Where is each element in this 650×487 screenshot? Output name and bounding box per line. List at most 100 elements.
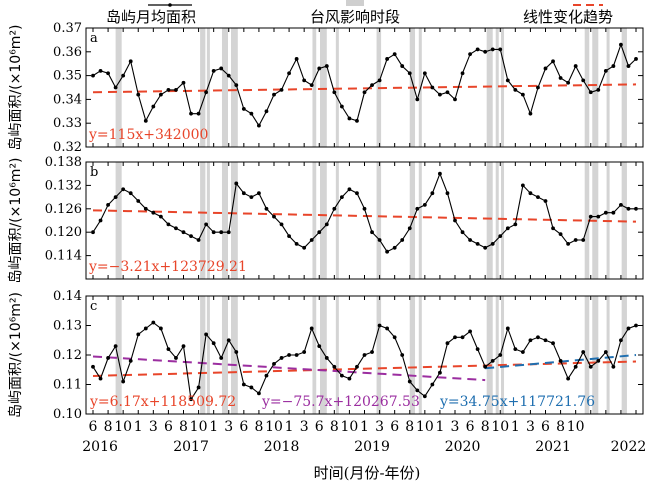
typhoon-band [495,28,499,147]
panel-letter: c [90,299,97,314]
data-point [536,85,540,90]
data-point [287,353,291,357]
x-month-label: 3 [451,419,460,435]
data-point [166,87,171,92]
data-point [566,376,571,381]
data-point [438,370,442,375]
data-point [634,206,638,211]
data-point [347,187,352,192]
data-point [219,66,224,71]
x-month-label: 10 [341,419,359,435]
data-point [181,80,186,85]
data-point [392,52,397,57]
typhoon-band [495,162,499,279]
data-point [287,71,291,76]
typhoon-band [320,296,327,414]
data-point [558,232,563,237]
data-point [121,73,126,78]
x-month-label: 8 [179,419,188,435]
x-month-label: 3 [526,419,535,435]
data-point [257,123,261,128]
data-point [151,210,156,215]
data-point [219,230,224,235]
y-axis-label: 岛屿面积/(×10⁶m²) [8,24,24,150]
data-point [551,59,555,64]
typhoon-band [621,28,627,147]
x-month-label: 1 [134,419,143,435]
data-point [588,364,593,369]
typhoon-band [335,296,339,414]
x-month-label: 8 [330,419,339,435]
data-point [581,78,586,83]
x-month-label: 3 [375,419,384,435]
data-point [294,353,299,357]
typhoon-band [231,28,238,147]
data-point [362,90,367,95]
data-point [249,111,254,116]
data-point [400,238,405,242]
data-point [302,350,307,354]
data-point [513,87,518,92]
data-point [445,341,450,346]
data-point [370,83,374,88]
data-point [460,335,465,340]
data-point [98,376,103,381]
trend-equation-red: y=6.17x+118509.72 [89,394,236,410]
typhoon-band [206,28,210,147]
data-point [551,341,555,346]
y-tick-label: 0.120 [45,225,82,240]
typhoon-band [584,28,590,147]
legend-typhoon-label: 台风影响时段 [310,8,400,26]
data-point [543,66,548,71]
panel-letter: a [90,31,98,46]
x-month-label: 8 [481,419,490,435]
data-point [355,191,359,196]
data-point [136,332,141,337]
typhoon-band [486,296,493,414]
data-point [166,347,171,351]
data-point [211,68,216,73]
x-month-label: 1 [285,419,294,435]
data-point [347,376,352,381]
data-point [573,364,578,369]
typhoon-band [312,296,317,414]
data-point [370,230,374,235]
y-tick-label: 0.12 [53,348,82,363]
data-point [339,373,344,378]
data-point [596,359,601,363]
x-month-label: 10 [567,419,585,435]
data-point [196,238,201,242]
data-point [634,57,638,61]
typhoon-band [312,28,317,147]
x-month-label: 6 [390,419,399,435]
data-point [445,191,450,196]
data-point [490,47,495,52]
data-point [279,222,284,227]
typhoon-band [606,28,610,147]
data-point [445,90,450,95]
data-point [415,97,420,102]
data-point [430,382,435,387]
data-point [460,230,465,235]
data-point [324,222,329,227]
x-year-label: 2020 [445,439,481,455]
data-point [543,199,548,203]
data-point [385,57,390,61]
data-point [211,230,216,235]
series-line [92,43,637,127]
typhoon-band [495,296,499,414]
data-point [181,344,186,349]
trend-line-red [92,209,637,223]
data-point [332,206,337,211]
data-point [249,195,254,200]
data-point [174,356,178,360]
data-point [422,203,427,207]
data-point [294,242,299,246]
typhoon-band [200,28,206,147]
data-point [264,373,269,378]
data-point [422,394,427,399]
data-point [619,338,623,343]
data-point [324,356,329,360]
data-point [189,397,193,402]
